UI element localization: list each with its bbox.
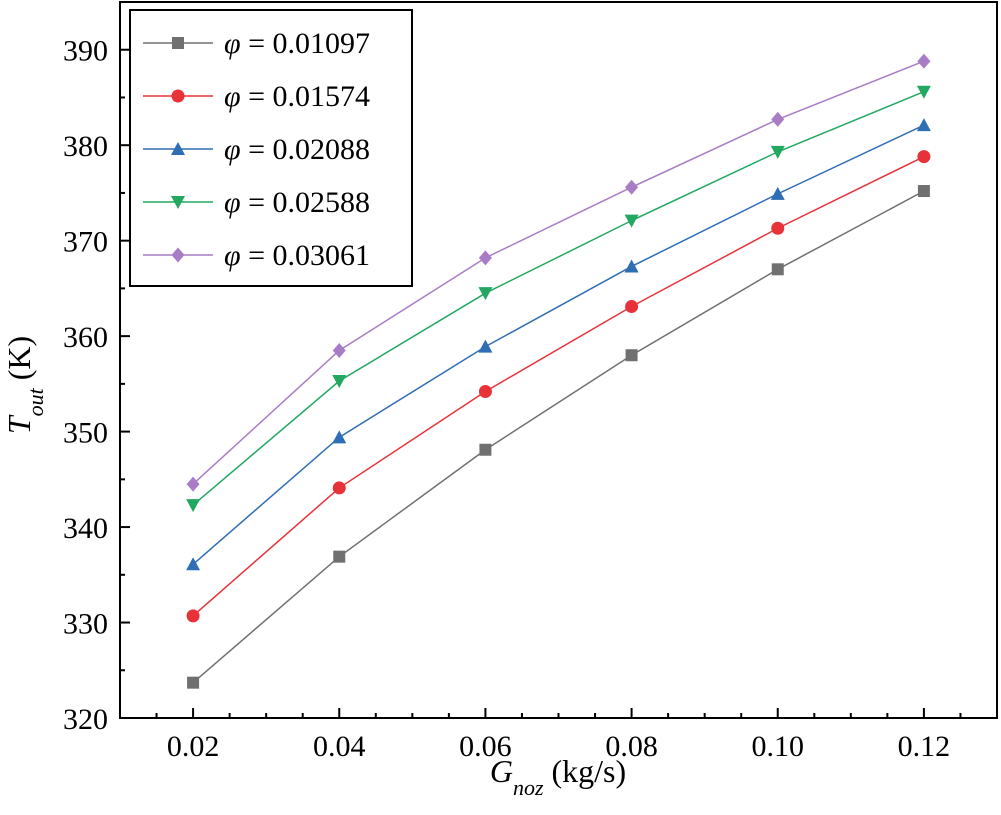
legend-equals: = (241, 239, 273, 272)
legend-symbol: φ (224, 239, 241, 272)
data-point-square (333, 550, 346, 563)
legend-entry: φ = 0.02088 (143, 133, 370, 166)
legend-value: 0.02588 (273, 186, 371, 219)
data-point-square (917, 185, 930, 198)
data-point-triangle-up (916, 118, 931, 132)
data-point-circle (171, 89, 185, 103)
series-4 (186, 85, 931, 513)
series-2 (186, 150, 931, 623)
data-point-diamond (186, 476, 200, 492)
series-layer (186, 53, 931, 689)
legend-label: φ = 0.02588 (224, 186, 370, 219)
y-axis-title: Tout (K) (1, 336, 48, 434)
data-point-circle (917, 150, 931, 164)
y-tick-label: 350 (63, 417, 108, 450)
legend-value: 0.01574 (273, 80, 371, 113)
series-5 (186, 53, 931, 492)
data-point-triangle-down (624, 214, 639, 228)
x-axis-title-unit: (kg/s) (544, 753, 627, 789)
legend-equals: = (241, 133, 273, 166)
legend-equals: = (241, 186, 273, 219)
data-point-triangle-down (171, 196, 185, 209)
legend-entry: φ = 0.02588 (143, 186, 370, 219)
legend-entry: φ = 0.01574 (143, 80, 370, 113)
legend-entry: φ = 0.03061 (143, 239, 370, 272)
x-axis-title-main: G (490, 753, 513, 789)
x-tick-label: 0.02 (167, 730, 220, 763)
series-line (192, 124, 925, 565)
series-line (192, 91, 925, 506)
series-line (192, 155, 925, 617)
x-tick-label: 0.06 (459, 730, 512, 763)
data-point-diamond (171, 247, 185, 263)
data-point-triangle-up (624, 259, 639, 273)
data-point-triangle-down (478, 287, 493, 301)
legend-symbol: φ (224, 27, 241, 60)
x-axis-title: Gnoz (kg/s) (490, 753, 626, 800)
legend-symbol: φ (224, 186, 241, 219)
data-point-square (187, 676, 200, 689)
y-tick-label: 390 (63, 35, 108, 68)
data-point-diamond (478, 250, 492, 266)
data-point-triangle-up (770, 186, 785, 200)
data-point-circle (332, 481, 346, 495)
y-tick-label: 380 (63, 130, 108, 163)
legend-symbol: φ (224, 80, 241, 113)
y-tick-label: 320 (63, 703, 108, 736)
legend-entry: φ = 0.01097 (143, 27, 370, 60)
y-axis-title-sub: out (23, 387, 48, 416)
legend-label: φ = 0.02088 (224, 133, 370, 166)
data-point-triangle-up (332, 430, 347, 444)
series-3 (186, 118, 931, 571)
legend-value: 0.03061 (273, 239, 371, 272)
series-line (192, 60, 925, 485)
data-point-triangle-down (916, 85, 931, 99)
y-tick-label: 340 (63, 512, 108, 545)
data-point-square (172, 37, 184, 49)
y-tick-label: 360 (63, 321, 108, 354)
data-point-diamond (332, 342, 346, 358)
x-tick-label: 0.08 (605, 730, 658, 763)
legend-value: 0.02088 (273, 133, 371, 166)
data-point-triangle-up (478, 339, 493, 353)
data-point-triangle-down (186, 499, 201, 513)
legend-label: φ = 0.03061 (224, 239, 370, 272)
series-1 (187, 185, 930, 689)
x-axis-title-sub: noz (513, 775, 544, 800)
data-point-circle (186, 609, 200, 623)
y-tick-label: 330 (63, 608, 108, 641)
legend-equals: = (241, 80, 273, 113)
data-point-square (771, 263, 784, 276)
x-tick-label: 0.12 (898, 730, 951, 763)
data-point-diamond (771, 111, 785, 127)
x-tick-label: 0.10 (752, 730, 805, 763)
y-tick-label: 370 (63, 226, 108, 259)
x-tick-label: 0.04 (313, 730, 366, 763)
data-point-diamond (625, 179, 639, 195)
plot-frame (119, 1, 998, 719)
data-point-circle (478, 385, 492, 399)
legend-equals: = (241, 27, 273, 60)
data-point-triangle-up (171, 142, 185, 155)
data-point-square (625, 349, 638, 362)
data-point-square (479, 443, 492, 456)
data-point-diamond (917, 53, 931, 69)
data-point-triangle-up (186, 557, 201, 571)
data-point-triangle-down (770, 145, 785, 159)
legend-value: 0.01097 (273, 27, 371, 60)
data-point-circle (771, 221, 785, 235)
tick-label-layer: 320 330 340 350 360 370 380 390 0.02 0.04 0.06 0.08… (63, 35, 950, 763)
y-axis-title-unit: (K) (1, 336, 37, 388)
legend-symbol: φ (224, 133, 241, 166)
y-axis-title-main: T (1, 414, 37, 434)
legend-label: φ = 0.01097 (224, 27, 370, 60)
legend-label: φ = 0.01574 (224, 80, 370, 113)
data-point-circle (625, 300, 639, 314)
series-line (192, 190, 925, 684)
data-point-triangle-down (332, 375, 347, 389)
